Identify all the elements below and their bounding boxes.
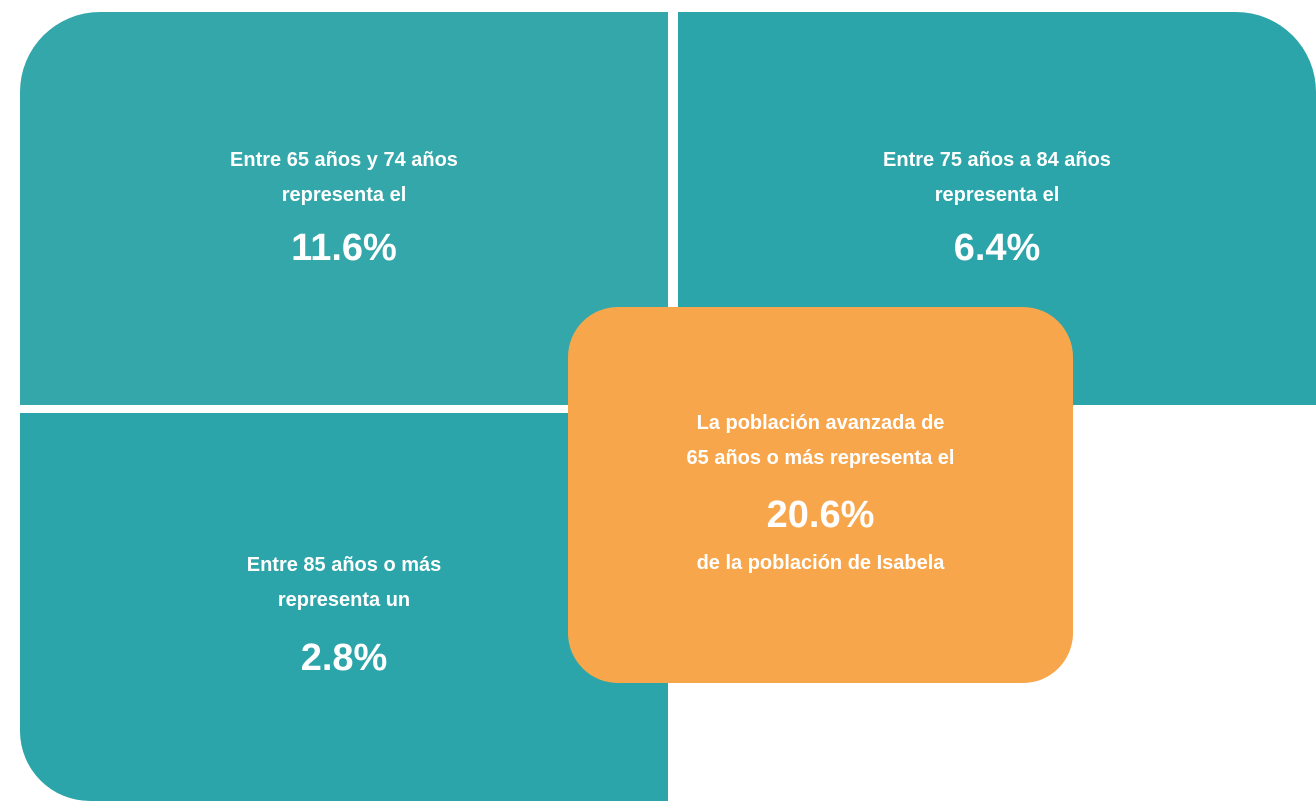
panel-value: 2.8% [300,637,388,679]
summary-text: 65 años o más representa el [686,447,955,469]
panel-text: Entre 65 años y 74 años [230,149,458,171]
panel-text: representa el [281,184,407,206]
summary-footer: de la población de Isabela [696,552,945,574]
panel-value: 11.6% [291,227,397,269]
panel-text: Entre 75 años a 84 años [883,149,1111,171]
panel-value: 6.4% [953,227,1041,269]
panel-text: representa el [934,184,1060,206]
panel: Entre 65 años y 74 años representa el 11… [20,12,668,405]
panel: Entre 85 años o más representa un 2.8% [20,413,668,801]
summary-text: La población avanzada de [696,412,945,434]
summary-box: La población avanzada de 65 años o más r… [568,307,1073,683]
summary-value: 20.6% [766,494,875,536]
panel-text: representa un [277,589,411,611]
panel-text: Entre 85 años o más [246,554,442,576]
